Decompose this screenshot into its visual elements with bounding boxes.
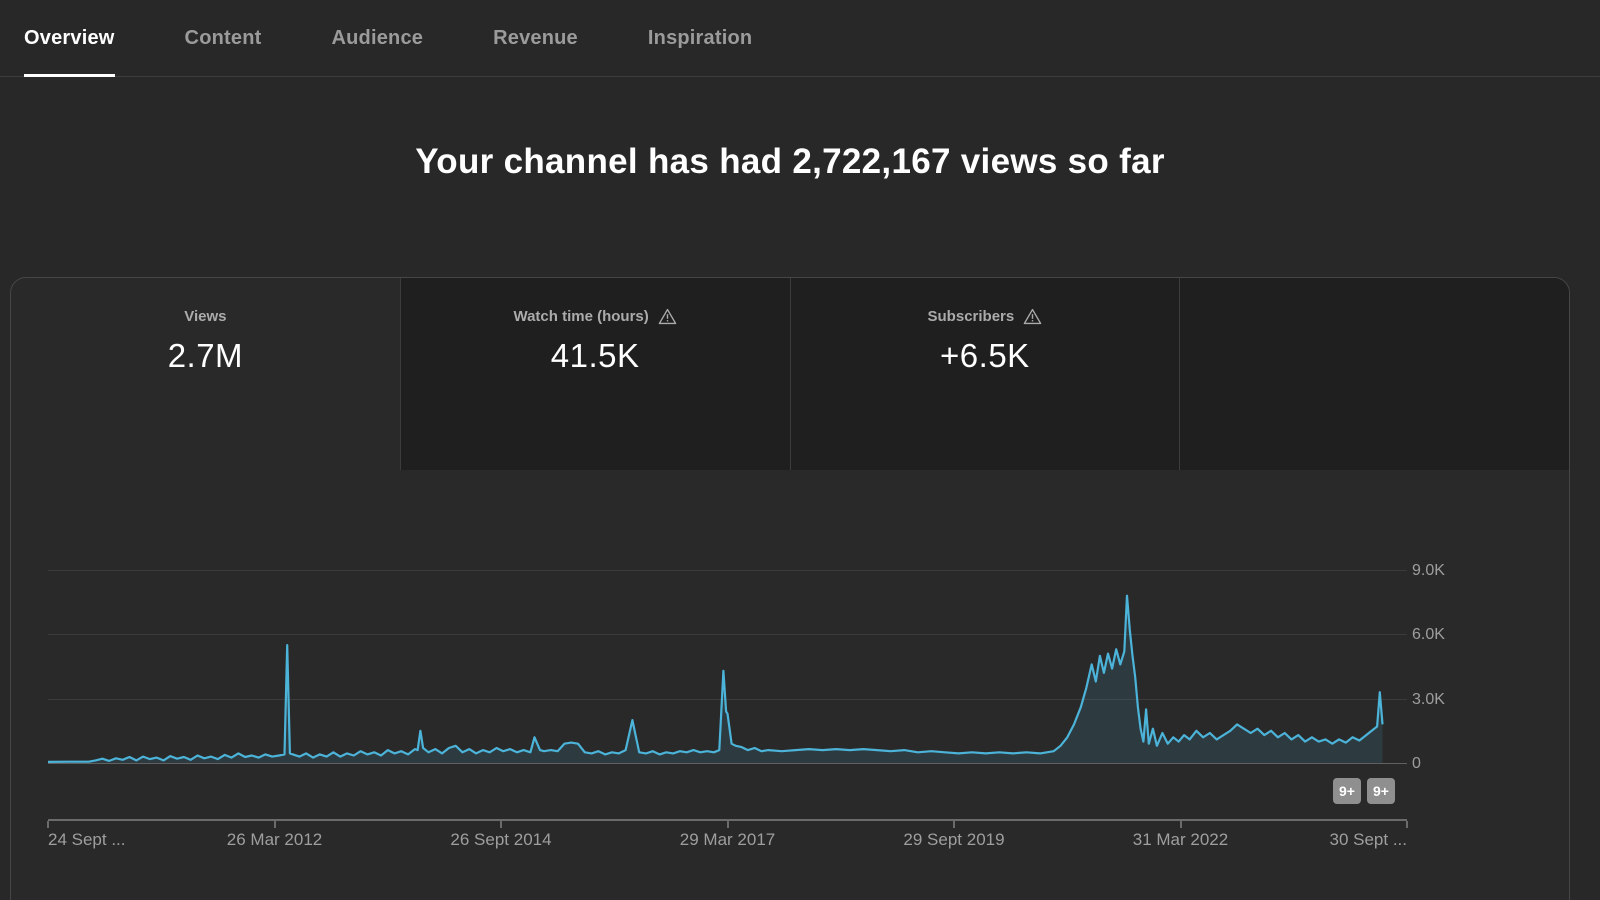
tab-audience[interactable]: Audience <box>331 0 423 77</box>
tab-audience-label: Audience <box>331 26 424 49</box>
metric-watch-time-value: 41.5K <box>550 337 640 374</box>
metric-views-value: 2.7M <box>167 337 244 374</box>
info-cards-badge-1[interactable]: 9+ <box>1333 778 1361 804</box>
warning-icon <box>1023 308 1042 325</box>
badge-label: 9+ <box>1373 783 1389 799</box>
metric-subscribers-value: +6.5K <box>940 337 1030 374</box>
metric-tabs-row: Views 2.7M Watch time (hours) 41.5K Subs… <box>11 278 1569 470</box>
metric-tab-views[interactable]: Views 2.7M <box>11 278 400 470</box>
tab-revenue-label: Revenue <box>493 26 578 49</box>
warning-icon <box>658 308 677 325</box>
metric-views-label: Views <box>184 308 227 325</box>
analytics-tab-bar: Overview Content Audience Revenue Inspir… <box>0 0 1600 77</box>
channel-views-headline: Your channel has had 2,722,167 views so … <box>415 142 1165 181</box>
metric-tab-empty <box>1179 278 1569 470</box>
badge-label: 9+ <box>1339 783 1355 799</box>
analytics-card: Views 2.7M Watch time (hours) 41.5K Subs… <box>10 277 1570 900</box>
tab-inspiration[interactable]: Inspiration <box>648 0 752 77</box>
tab-overview[interactable]: Overview <box>24 0 115 77</box>
tab-overview-label: Overview <box>24 26 115 49</box>
info-cards-badge-2[interactable]: 9+ <box>1367 778 1395 804</box>
metric-watch-time-label: Watch time (hours) <box>513 308 649 325</box>
metric-tab-subscribers[interactable]: Subscribers +6.5K <box>789 278 1180 470</box>
tab-content[interactable]: Content <box>185 0 262 77</box>
tab-revenue[interactable]: Revenue <box>493 0 578 77</box>
metric-subscribers-label: Subscribers <box>927 308 1015 325</box>
tab-content-label: Content <box>184 26 262 49</box>
metric-tab-watch-time[interactable]: Watch time (hours) 41.5K <box>399 278 790 470</box>
tab-inspiration-label: Inspiration <box>647 26 753 49</box>
